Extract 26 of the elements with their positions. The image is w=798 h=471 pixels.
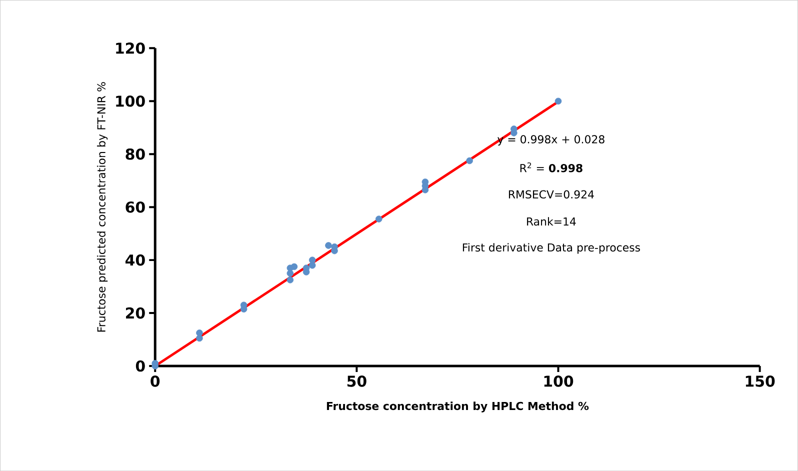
point <box>325 242 332 249</box>
point <box>290 263 298 270</box>
y-tick-label: 60 <box>126 201 145 213</box>
x-tick-label: 150 <box>746 375 775 387</box>
x-tick-label: 50 <box>347 375 366 387</box>
x-tick-label: 100 <box>544 375 574 387</box>
y-tick-label: 100 <box>116 95 145 107</box>
y-axis-title: Fructose predicted concentration by FT-NIR % <box>96 82 108 332</box>
point <box>286 276 294 284</box>
point <box>554 98 562 104</box>
point <box>308 256 316 264</box>
y-tick-label: 120 <box>116 42 145 54</box>
y-tick-label: 80 <box>126 148 145 160</box>
y-tick-label: 0 <box>136 360 145 372</box>
annotation: RMSECV=0.924 <box>508 190 594 198</box>
annotation: R$^{2}$ = 0.998 <box>520 162 582 172</box>
point <box>240 302 248 308</box>
point <box>466 157 473 164</box>
annotation: First derivative Data pre-process <box>462 243 640 254</box>
point <box>375 216 382 222</box>
x-axis-title: Fructose concentration by HPLC Method % <box>326 402 589 412</box>
x-tick-label: 0 <box>150 375 160 387</box>
y-tick-label: 40 <box>125 254 145 266</box>
annotation: Rank=14 <box>527 217 576 226</box>
y-tick-label: 20 <box>126 307 145 319</box>
point <box>196 329 203 336</box>
